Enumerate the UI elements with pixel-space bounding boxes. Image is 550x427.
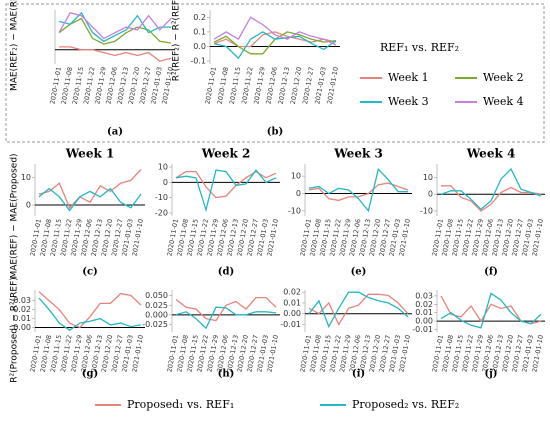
legend-label: Week 1 <box>388 71 429 84</box>
y-tick-label: -10 <box>288 206 301 215</box>
y-tick-label: 0.025 <box>145 301 168 310</box>
y-tick-label: -0.01 <box>412 325 433 334</box>
series-line <box>58 12 172 40</box>
y-tick-label: 10 <box>21 173 31 182</box>
y-tick-label: 0.03 <box>415 291 433 300</box>
y-tick-label: 0.2 <box>193 13 206 22</box>
series-line <box>175 306 277 330</box>
y-tick-label: -10 <box>155 193 168 202</box>
y-tick-label: 10 <box>423 173 433 182</box>
series-line <box>441 185 542 212</box>
y-tick-label: 0 <box>163 178 168 187</box>
panel-label: (i) <box>352 369 365 380</box>
y-tick-label: 0.00 <box>415 317 433 326</box>
y-tick-label: 0 <box>26 201 31 210</box>
y-axis-label: R²(REF₂) − R²(REF₁) <box>172 0 182 81</box>
panel-label: (e) <box>351 267 367 278</box>
y-tick-label: 0.00 <box>283 309 301 318</box>
y-tick-label: 0.02 <box>283 288 301 297</box>
y-axis-label: MAE(REF) − MAE(Proposed) <box>10 153 20 278</box>
panel-title: Week 2 <box>201 147 251 161</box>
series-line <box>440 295 542 325</box>
series-line <box>59 46 172 62</box>
y-tick-label: 0.01 <box>283 298 301 307</box>
top-box <box>5 3 545 143</box>
series-line <box>308 291 409 329</box>
y-tick-label: 0.01 <box>13 314 31 323</box>
panel-label: (a) <box>107 127 123 138</box>
panel-title: Week 3 <box>333 147 383 161</box>
panel-title: Week 1 <box>65 147 115 161</box>
legend-label: Week 4 <box>483 95 524 108</box>
legend-title: REF₁ vs. REF₂ <box>380 41 459 54</box>
series-line <box>58 17 172 45</box>
series-line <box>440 167 542 211</box>
y-tick-label: 0.1 <box>193 27 206 36</box>
series-line <box>38 297 142 331</box>
y-axis-label: MAE(REF₂) − MAE(REF₁) <box>10 0 20 91</box>
series-line <box>213 16 337 46</box>
y-tick-label: -0.025 <box>142 320 168 329</box>
legend-label: Proposed₁ vs. REF₁ <box>127 398 234 411</box>
y-tick-label: -0.1 <box>190 57 206 66</box>
series-line <box>440 292 542 329</box>
panel-label: (b) <box>267 127 283 138</box>
y-tick-label: 0.00 <box>13 323 31 332</box>
panel-label: (g) <box>82 369 98 380</box>
series-line <box>213 31 337 60</box>
y-tick-label: -0.01 <box>280 320 301 329</box>
y-tick-label: 0 <box>428 190 433 199</box>
series-line <box>38 291 142 329</box>
legend-label: Proposed₂ vs. REF₂ <box>352 398 459 411</box>
series-line <box>175 296 277 322</box>
series-line <box>175 169 277 213</box>
panel-label: (j) <box>484 369 497 380</box>
y-axis-label: R²(Proposed) − R²(REF) <box>10 277 20 383</box>
panel-label: (h) <box>218 369 235 380</box>
y-tick-label: 0.01 <box>415 308 433 317</box>
legend-label: Week 3 <box>388 95 429 108</box>
panel-label: (c) <box>82 267 98 278</box>
x-tick-label: 2021-01-10 <box>326 66 340 105</box>
y-tick-label: 0.050 <box>145 291 168 300</box>
y-tick-label: 0 <box>296 189 301 198</box>
y-tick-label: 0.0 <box>193 42 206 51</box>
series-line <box>308 167 408 213</box>
panel-label: (d) <box>218 267 234 278</box>
legend-label: Week 2 <box>483 71 524 84</box>
y-tick-label: -20 <box>155 208 168 217</box>
series-line <box>213 31 337 48</box>
series-line <box>38 169 142 209</box>
y-tick-label: 10 <box>291 172 301 181</box>
panel-title: Week 4 <box>466 147 516 161</box>
y-tick-label: 0.000 <box>145 310 168 319</box>
y-tick-label: 0.02 <box>415 300 433 309</box>
y-tick-label: 0.03 <box>13 296 31 305</box>
y-tick-label: 10 <box>158 163 168 172</box>
y-tick-label: 0.02 <box>13 305 31 314</box>
series-line <box>308 293 409 326</box>
y-tick-label: -10 <box>420 206 433 215</box>
series-line <box>58 11 171 43</box>
series-line <box>38 187 142 212</box>
panel-label: (f) <box>484 267 498 278</box>
